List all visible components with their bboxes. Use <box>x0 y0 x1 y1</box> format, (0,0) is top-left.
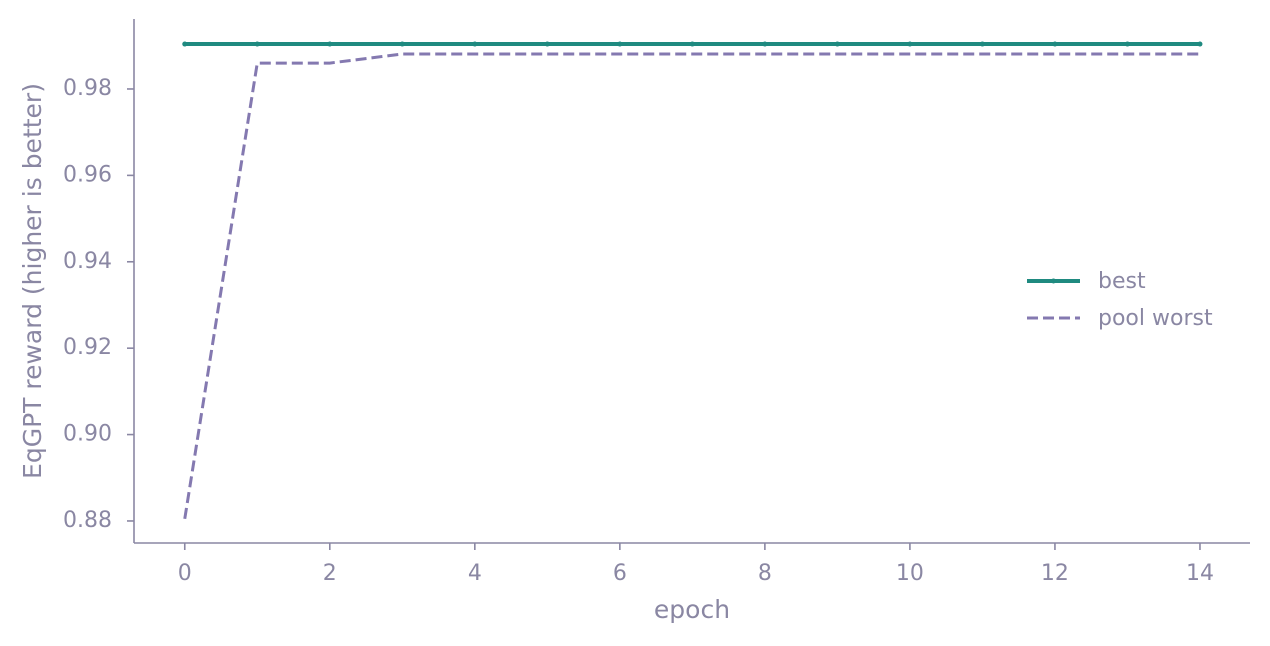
marker <box>544 41 550 47</box>
x-tick-label: 14 <box>1186 561 1214 586</box>
x-tick-label: 6 <box>613 561 627 586</box>
marker <box>1052 41 1058 47</box>
marker <box>907 41 913 47</box>
y-axis-label: EqGPT reward (higher is better) <box>18 83 47 479</box>
y-tick-label: 0.90 <box>63 422 112 447</box>
x-tick-label: 10 <box>896 561 924 586</box>
x-tick-label: 4 <box>468 561 482 586</box>
marker <box>254 41 260 47</box>
marker <box>472 41 478 47</box>
legend-marker <box>1051 278 1056 284</box>
marker <box>327 41 333 47</box>
y-tick-label: 0.88 <box>63 508 112 533</box>
marker <box>1124 41 1130 47</box>
legend-label: best <box>1098 269 1146 294</box>
marker <box>1197 41 1203 47</box>
y-tick-label: 0.96 <box>63 162 112 187</box>
x-axis-label: epoch <box>654 595 730 624</box>
legend-label: pool worst <box>1098 306 1213 331</box>
x-tick-label: 12 <box>1041 561 1069 586</box>
marker <box>182 41 188 47</box>
x-tick-label: 0 <box>178 561 192 586</box>
marker <box>762 41 768 47</box>
x-tick-label: 8 <box>758 561 772 586</box>
y-tick-label: 0.92 <box>63 335 112 360</box>
y-tick-label: 0.94 <box>63 249 112 274</box>
line <box>183 52 1200 520</box>
marker <box>617 41 623 47</box>
marker <box>834 41 840 47</box>
marker <box>399 41 405 47</box>
y-tick-label: 0.98 <box>63 76 112 101</box>
x-tick-label: 2 <box>323 561 337 586</box>
marker <box>979 41 985 47</box>
marker <box>689 41 695 47</box>
